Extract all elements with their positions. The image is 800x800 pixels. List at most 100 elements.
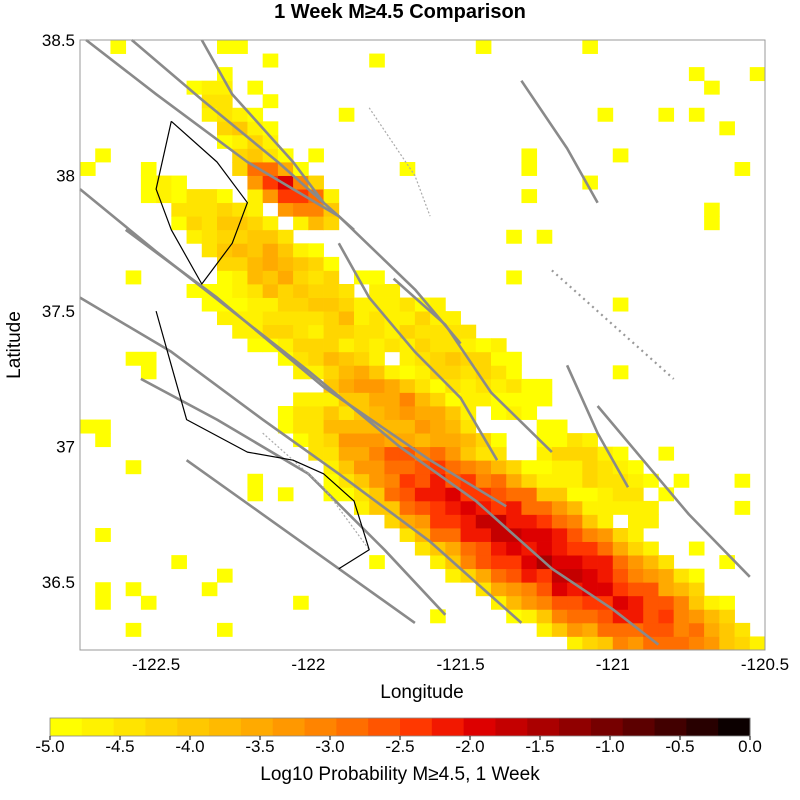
heatmap-cell xyxy=(597,541,614,556)
heatmap-cell xyxy=(262,216,279,231)
heatmap-cell xyxy=(262,324,279,339)
heatmap-cell xyxy=(171,202,187,217)
heatmap-cell xyxy=(369,351,385,366)
heatmap-cell xyxy=(688,609,705,624)
heatmap-cell xyxy=(536,595,553,610)
heatmap-cell xyxy=(277,419,294,434)
heatmap-cell xyxy=(521,189,538,204)
heatmap-cell xyxy=(506,473,522,488)
colorbar-swatch xyxy=(527,718,560,736)
heatmap-cell xyxy=(445,365,461,380)
heatmap-cell xyxy=(277,311,294,326)
colorbar-swatch xyxy=(145,718,178,736)
heatmap-cell xyxy=(247,216,264,231)
heatmap-cell xyxy=(247,189,264,204)
heatmap-cell xyxy=(704,595,720,610)
heatmap-cell xyxy=(262,284,279,298)
heatmap-cell xyxy=(338,351,355,366)
heatmap-cell xyxy=(475,338,492,353)
y-tick-label: 37.5 xyxy=(42,302,75,321)
heatmap-cell xyxy=(384,487,401,502)
heatmap-cell xyxy=(597,446,614,461)
heatmap-cell xyxy=(460,433,477,448)
heatmap-cell xyxy=(567,528,583,542)
heatmap-cell xyxy=(491,541,507,556)
heatmap-cell xyxy=(354,487,370,502)
heatmap-cell xyxy=(308,433,324,448)
fault-line xyxy=(124,228,507,508)
heatmap-cell xyxy=(734,636,751,651)
heatmap-cell xyxy=(293,338,309,353)
heatmap-cell xyxy=(719,609,735,624)
heatmap-cell xyxy=(323,487,340,502)
heatmap-cell xyxy=(414,473,431,488)
heatmap-cell xyxy=(308,311,324,326)
heatmap-cell xyxy=(628,555,644,570)
fault-line xyxy=(520,79,599,204)
heatmap-cell xyxy=(749,67,766,82)
heatmap-cell xyxy=(460,514,477,529)
heatmap-cell xyxy=(232,243,248,258)
heatmap-cell xyxy=(475,351,492,366)
heatmap-cell xyxy=(643,582,659,597)
heatmap-cell xyxy=(277,297,294,312)
heatmap-cell xyxy=(247,121,264,136)
heatmap-cell xyxy=(369,324,385,339)
heatmap-cell xyxy=(643,636,659,651)
heatmap-cell xyxy=(430,514,446,529)
heatmap-cell xyxy=(338,297,355,312)
heatmap-cell xyxy=(369,460,385,475)
heatmap-cell xyxy=(430,555,446,570)
heatmap-cell xyxy=(262,297,279,312)
heatmap-cell xyxy=(217,107,233,122)
heatmap-cell xyxy=(582,500,598,515)
heatmap-cell xyxy=(582,555,598,570)
heatmap-cell xyxy=(354,351,370,366)
heatmap-cell xyxy=(612,473,629,488)
heatmap-cell xyxy=(414,460,431,475)
heatmap-cell xyxy=(232,40,248,54)
heatmap-cell xyxy=(491,378,507,393)
heatmap-cell xyxy=(156,175,172,190)
heatmap-cell xyxy=(338,365,355,380)
heatmap-cell xyxy=(506,270,522,285)
heatmap-cell xyxy=(399,528,416,542)
heatmap-cell xyxy=(354,446,370,461)
heatmap-cell xyxy=(369,284,385,298)
heatmap-cell xyxy=(688,107,705,122)
heatmap-cell xyxy=(536,460,553,475)
heatmap-cell xyxy=(95,595,111,610)
heatmap-cell xyxy=(460,446,477,461)
heatmap-cell xyxy=(551,419,568,434)
heatmap-cell xyxy=(247,473,264,488)
heatmap-cell xyxy=(628,595,644,610)
x-axis-ticks: -122.5 -122 -121.5 -121 -120.5 xyxy=(132,655,789,674)
heatmap-cell xyxy=(491,338,507,353)
heatmap-cell xyxy=(734,473,751,488)
heatmap-cell xyxy=(140,175,157,190)
heatmap-cell xyxy=(277,406,294,420)
heatmap-cell xyxy=(262,311,279,326)
heatmap-cell xyxy=(399,311,416,326)
colorbar-swatch xyxy=(209,718,242,736)
y-tick-label: 36.5 xyxy=(42,573,75,592)
heatmap-cell xyxy=(582,528,598,542)
heatmap-cell xyxy=(262,53,279,68)
heatmap-cell xyxy=(612,500,629,515)
heatmap-cell xyxy=(186,284,203,298)
heatmap-cell xyxy=(369,53,385,68)
fault-line xyxy=(565,364,630,488)
heatmap-cell xyxy=(323,270,340,285)
heatmap-cell xyxy=(354,311,370,326)
heatmap-cell xyxy=(491,460,507,475)
heatmap-cell xyxy=(628,528,644,542)
heatmap-cell xyxy=(430,473,446,488)
heatmap-cell xyxy=(582,40,598,54)
heatmap-cell xyxy=(658,609,675,624)
heatmap-cell xyxy=(399,460,416,475)
heatmap-cell xyxy=(688,595,705,610)
heatmap-cell xyxy=(536,582,553,597)
heatmap-cell xyxy=(384,392,401,407)
heatmap-cell xyxy=(491,528,507,542)
heatmap-cell xyxy=(551,622,568,637)
